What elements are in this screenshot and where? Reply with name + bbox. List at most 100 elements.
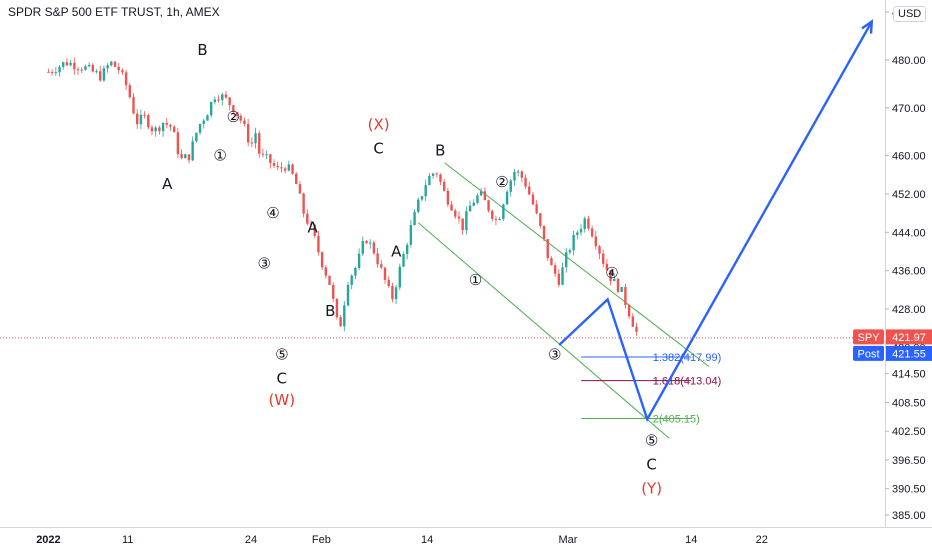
candle-body	[391, 285, 394, 300]
channel-line-0	[444, 162, 710, 367]
candle-body	[483, 191, 487, 201]
candle-body	[265, 154, 268, 156]
x-tick-label: Feb	[312, 534, 331, 546]
wave-label-9: C	[277, 369, 287, 387]
y-tick-label: 460.00	[892, 151, 926, 163]
candle-body	[624, 286, 627, 306]
candle-body	[147, 115, 150, 128]
candle-body	[528, 186, 531, 195]
y-tick-label: 390.50	[892, 484, 926, 496]
candle-body	[409, 225, 413, 245]
candle-body	[258, 133, 261, 154]
candle-body	[387, 279, 390, 286]
wave-label-16: ①	[469, 271, 482, 289]
candle-body	[235, 112, 239, 116]
wave-label-21: (Y)	[641, 479, 662, 497]
candle-body	[594, 236, 598, 247]
candle-body	[117, 66, 120, 71]
price-tags: SPY 421.97 Post 421.55	[853, 329, 932, 361]
candle-body	[54, 72, 58, 74]
candle-body	[184, 154, 187, 159]
candle-body	[295, 173, 298, 185]
candle-body	[76, 69, 80, 71]
candle-body	[261, 153, 265, 155]
candle-body	[124, 72, 128, 86]
candle-body	[62, 62, 65, 67]
candle-body	[202, 120, 205, 124]
candle-body	[150, 127, 154, 132]
candle-body	[99, 71, 102, 81]
candle-body	[354, 267, 357, 276]
candle-body	[450, 204, 453, 211]
candle-body	[239, 115, 242, 121]
candle-body	[568, 250, 572, 253]
candle-body	[424, 185, 427, 197]
candle-body	[58, 66, 61, 73]
candle-body	[128, 85, 131, 98]
y-tick-label: 452.00	[892, 189, 926, 201]
price-tag-name: Post	[857, 348, 879, 360]
candle-body	[135, 113, 139, 125]
candle-body	[557, 273, 561, 285]
x-tick-label: 22	[756, 534, 768, 546]
candle-body	[616, 278, 620, 292]
candles	[47, 57, 638, 336]
candle-body	[627, 305, 631, 317]
candle-body	[454, 210, 457, 217]
candle-body	[539, 213, 542, 226]
candle-body	[287, 164, 291, 171]
wave-label-17: ③	[548, 345, 561, 363]
candle-body	[221, 94, 224, 101]
candle-body	[561, 267, 564, 285]
candle-body	[343, 305, 346, 327]
wave-label-3: ①	[213, 146, 226, 164]
price-tag-name: SPY	[857, 332, 880, 344]
candle-body	[172, 126, 176, 133]
wave-label-0: A	[162, 175, 173, 193]
price-axis[interactable]	[885, 0, 932, 527]
candle-body	[590, 228, 594, 237]
candle-body	[280, 167, 283, 169]
wave-label-7: B	[325, 302, 335, 320]
price-tag-value: 421.55	[892, 348, 926, 360]
candle-body	[542, 225, 546, 240]
candle-body	[598, 246, 601, 254]
y-axis-labels: 490.00480.00470.00460.00452.00444.00436.…	[885, 7, 926, 522]
candle-body	[468, 205, 472, 212]
wave-labels: A B ② ① ④ ③ A B ⑤ C (W) (X) C A B ② ① ③ ④ ⑤ C (Y)	[162, 41, 662, 497]
candle-body	[243, 120, 246, 125]
currency-badge[interactable]: USD	[893, 6, 927, 22]
candle-body	[276, 165, 279, 168]
time-axis[interactable]	[0, 527, 932, 551]
candle-body	[635, 326, 638, 332]
candle-body	[553, 265, 557, 274]
candle-body	[487, 200, 490, 211]
candle-body	[209, 102, 213, 116]
candle-body	[361, 241, 365, 254]
candle-body	[250, 142, 254, 144]
candle-body	[402, 254, 405, 267]
price-tag-name-bg	[853, 329, 884, 345]
wave-label-11: (X)	[368, 115, 390, 133]
candle-body	[132, 97, 135, 114]
candle-body	[154, 127, 157, 132]
candle-body	[516, 171, 520, 173]
candle-body	[73, 62, 76, 70]
candle-body	[369, 242, 372, 244]
wave-label-13: A	[391, 242, 402, 260]
candle-body	[139, 114, 143, 125]
candle-body	[505, 191, 509, 205]
candle-body	[187, 154, 191, 161]
candle-body	[309, 223, 313, 225]
candle-body	[513, 172, 516, 181]
wave-label-20: C	[646, 456, 656, 474]
candle-body	[228, 97, 231, 106]
candle-body	[546, 239, 549, 259]
candle-body	[339, 317, 342, 327]
candle-body	[317, 235, 320, 253]
price-tag-value: 421.97	[892, 332, 926, 344]
candle-body	[631, 316, 634, 327]
x-tick-label: 14	[421, 534, 433, 546]
candle-body	[398, 266, 401, 288]
